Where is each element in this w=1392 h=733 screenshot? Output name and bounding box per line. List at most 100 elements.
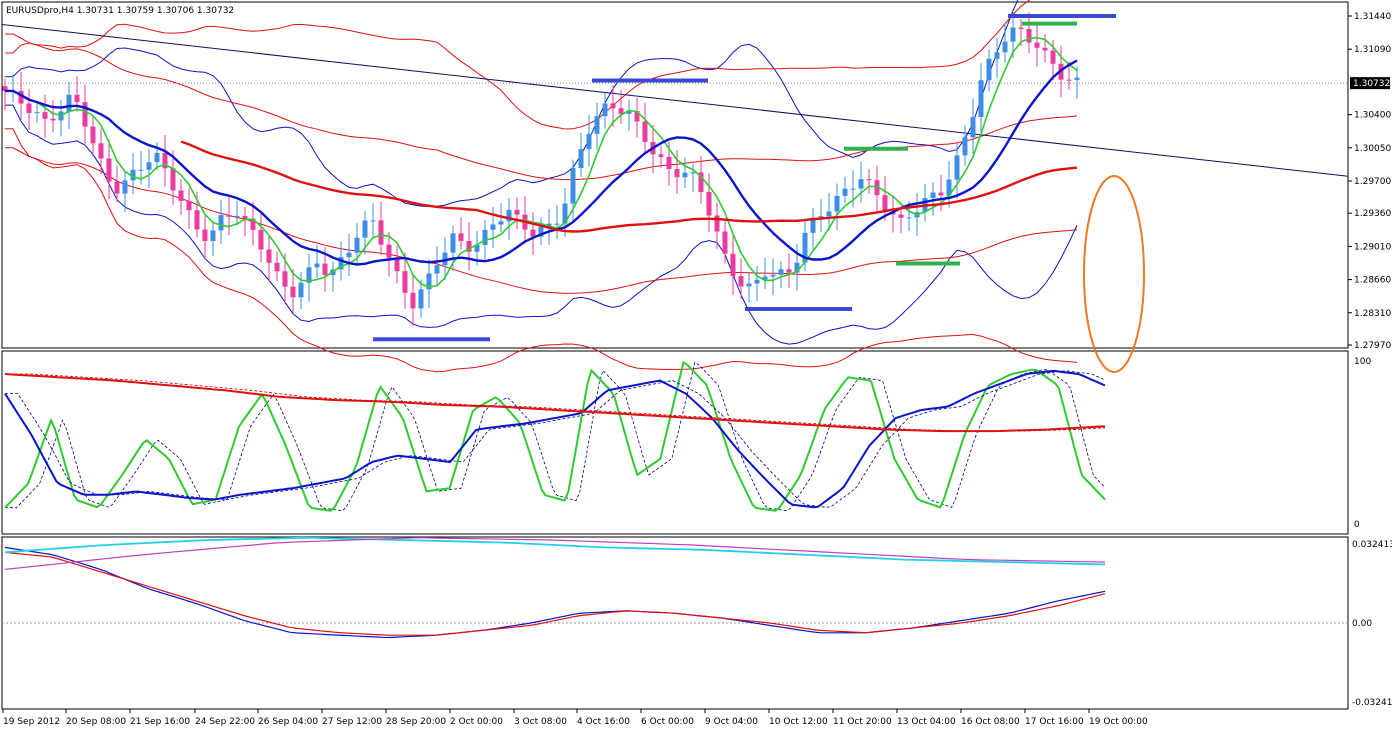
candle-body [602,103,608,117]
candle-body [354,237,360,253]
time-tick-label: 10 Oct 12:00 [769,717,828,727]
oscillator-panel-frame [1,350,1349,535]
candle-body [578,149,584,168]
candle-body [210,230,216,242]
candle-body [962,137,968,156]
main-price-axis: 1.31440 1.31090 1.30400 1.30050 1.29700 1.293… [1348,12,1391,351]
candle-body [698,172,704,193]
candle-body [1026,29,1032,43]
candle-body [18,90,24,104]
time-tick-label: 13 Oct 04:00 [897,717,956,727]
candle-body [866,179,872,181]
candle-body [282,271,288,287]
ma-fast-green [5,36,1078,288]
candle-body [290,286,296,298]
time-tick-label: 19 Oct 00:00 [1089,717,1148,727]
candle-body [1042,47,1048,51]
candle-body [234,215,240,217]
candle-body [442,252,448,266]
candle-body [50,118,56,121]
candle-body [514,209,520,215]
candle-body [146,162,152,170]
candle-body [506,209,512,222]
time-tick-label: 20 Sep 08:00 [66,717,126,727]
candle-body [498,221,504,225]
time-tick-label: 16 Oct 08:00 [961,717,1020,727]
candle-body [466,240,472,252]
candle-body [1074,77,1080,80]
candle-body [850,188,856,190]
chart-title: EURUSDpro,H4 1.30731 1.30759 1.30706 1.3… [6,6,234,16]
time-tick-label: 28 Sep 20:00 [386,717,446,727]
candle-body [314,263,320,268]
time-tick-label: 24 Sep 22:00 [195,717,255,727]
current-price-badge [1350,77,1390,90]
candle-body [274,262,280,272]
candle-body [738,276,744,287]
candle-body [626,111,632,114]
time-tick-label: 2 Oct 00:00 [450,717,503,727]
candle-body [482,229,488,245]
time-tick-label: 26 Sep 04:00 [258,717,318,727]
candle-body [1010,27,1016,42]
main-overlays [5,14,1145,373]
candle-body [954,155,960,180]
candle-body [170,168,176,191]
candle-body [338,257,344,270]
price-tick-label: 1.29360 [1354,209,1391,219]
candle-body [2,86,8,91]
candle-body [82,102,88,127]
candle-body [786,269,792,273]
macd-tick-label: 0.00 [1352,619,1372,629]
candle-body [978,80,984,117]
main-panel-frame [1,1,1349,349]
candle-body [994,52,1000,59]
candle-body [26,103,32,113]
candle-body [138,169,144,171]
candle-body [834,195,840,212]
candle-body [114,181,120,194]
candle-body [722,231,728,254]
stoch-trend-red [4,373,1106,433]
candle-body [426,273,432,290]
candle-body [770,274,776,277]
time-tick-label: 3 Oct 08:00 [514,717,567,727]
time-tick-label: 19 Sep 2012 [3,717,60,727]
time-tick-label: 17 Oct 16:00 [1025,717,1084,727]
candle-body [930,192,936,199]
candle-body [474,244,480,252]
bollinger-lower-red [4,128,1078,373]
candle-body [746,283,752,287]
oscillator-tick-label: 0 [1354,520,1360,530]
candle-body [906,217,912,219]
candle-body [714,215,720,232]
candle-body [986,58,992,81]
candle-body [394,257,400,272]
candle-body [418,289,424,309]
candle-body [706,192,712,216]
candle-body [346,252,352,258]
candle-body [762,276,768,280]
candle-body [250,218,256,230]
candle-body [1018,27,1024,30]
candle-body [386,244,392,258]
candle-body [618,108,624,114]
candle-body [682,172,688,178]
candle-body [130,169,136,181]
candle-body [106,158,112,182]
candle-body [242,215,248,219]
price-tick-label: 1.31090 [1354,45,1391,55]
price-tick-label: 1.30400 [1354,111,1391,121]
candle-body [690,172,696,174]
candle-body [666,156,672,170]
time-tick-label: 27 Sep 12:00 [322,717,382,727]
macd-series [2,536,1348,639]
candle-body [674,169,680,178]
candle-body [546,223,552,227]
candle-body [610,103,616,109]
candle-body [586,133,592,150]
stoch-fast-green [4,360,1106,512]
